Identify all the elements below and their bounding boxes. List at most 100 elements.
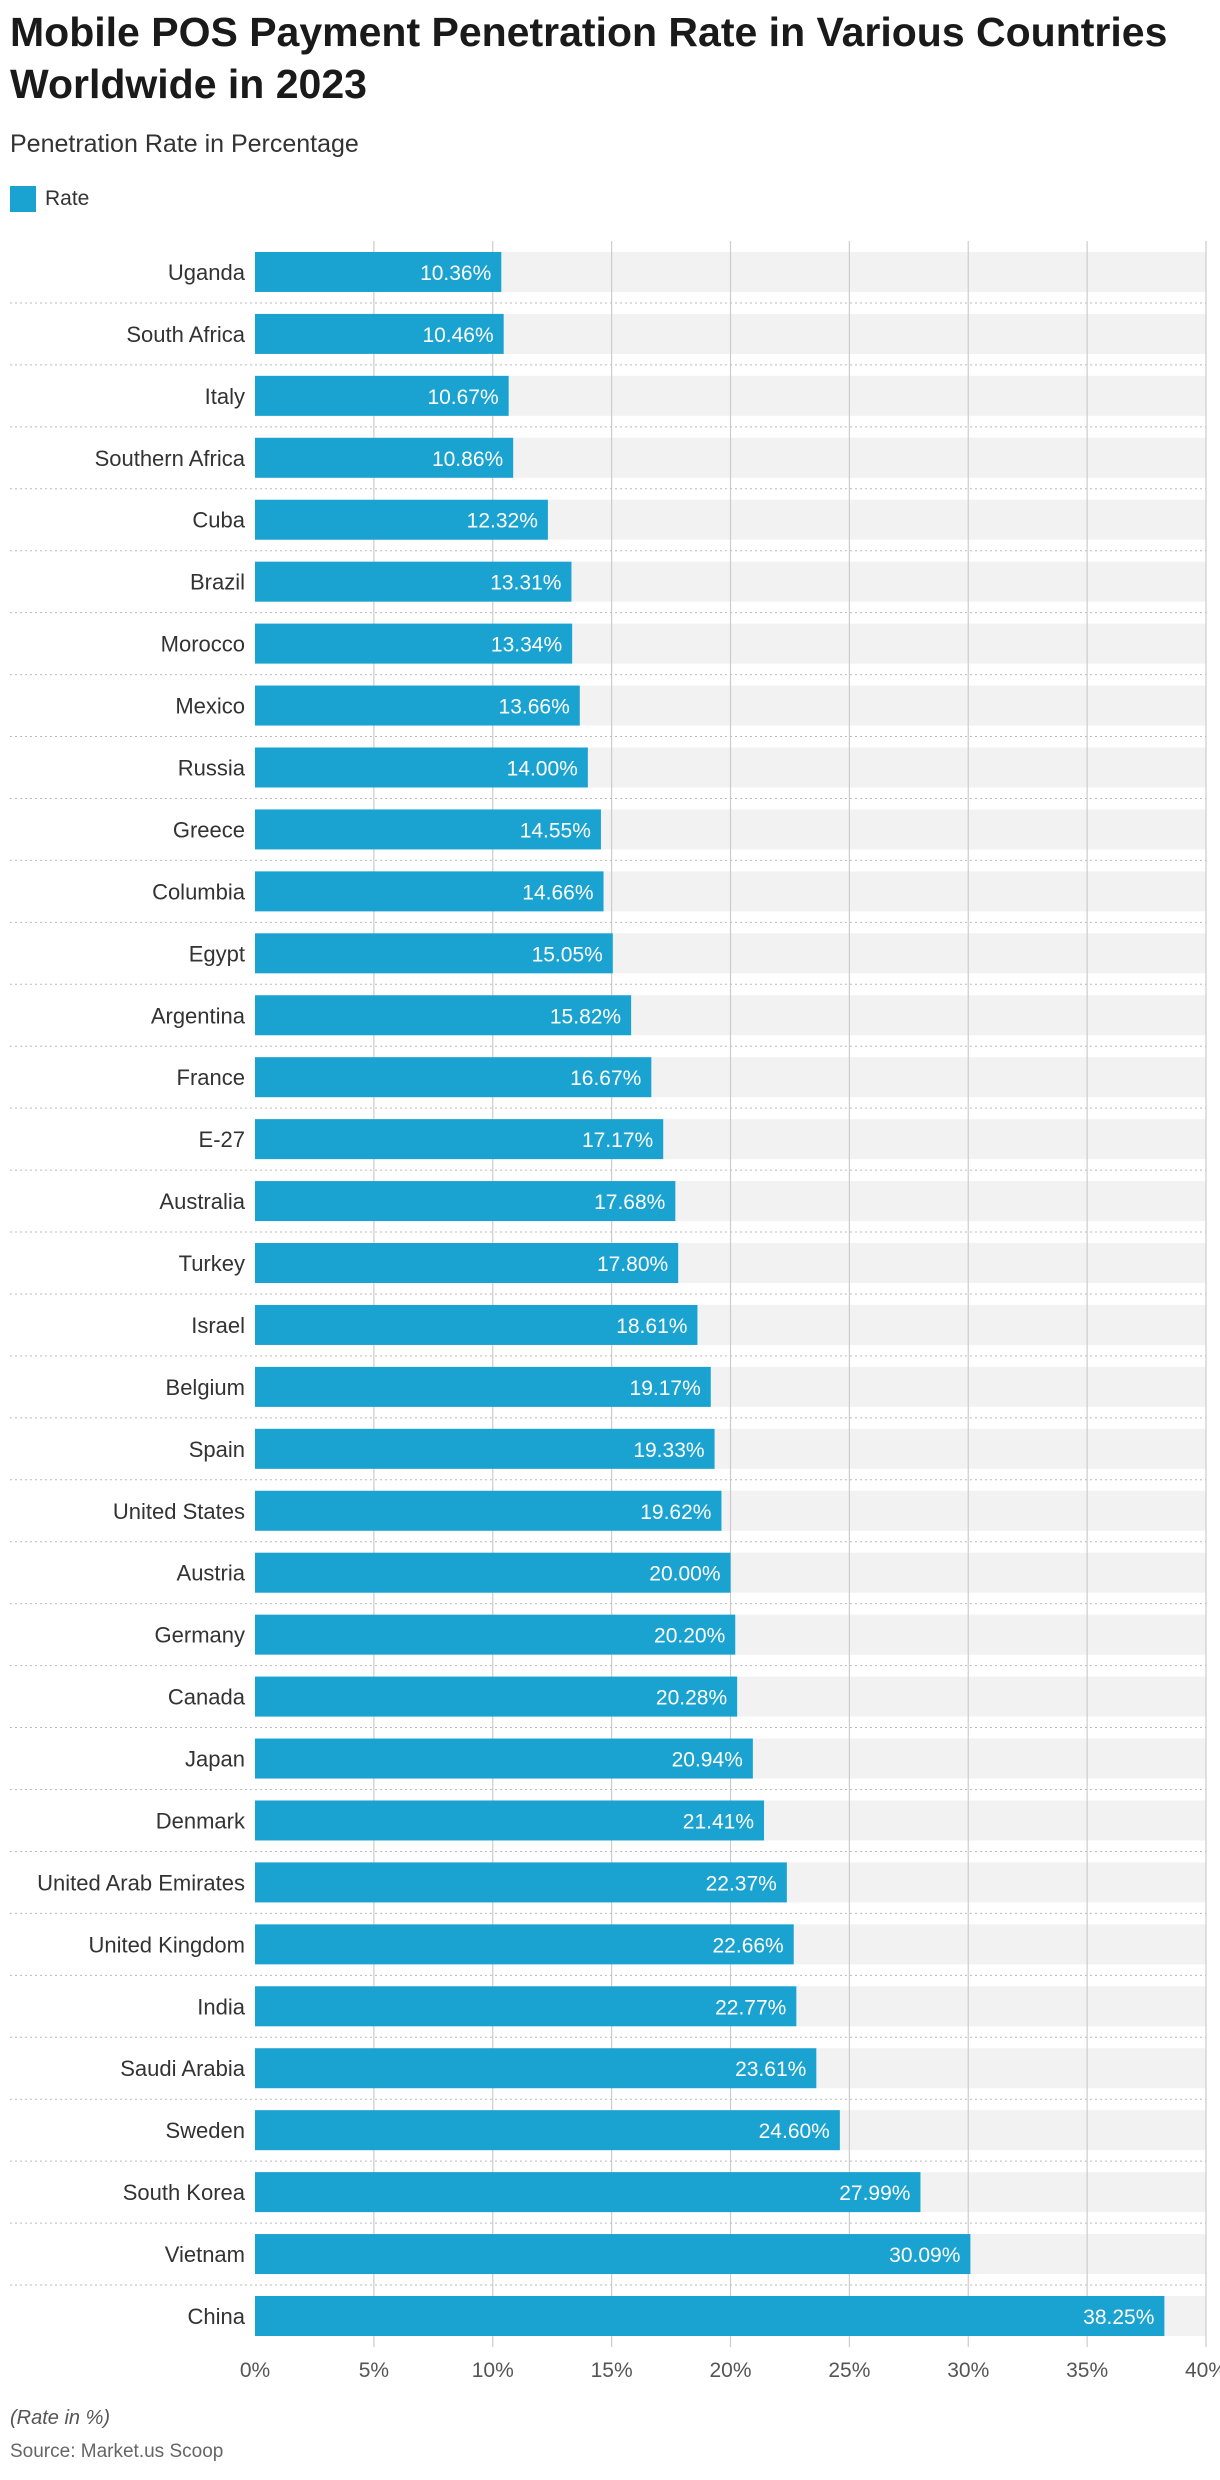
category-label: United Kingdom [88,1932,245,1957]
category-label: Spain [189,1437,245,1462]
legend: Rate [10,186,89,212]
x-tick-label: 0% [240,2359,270,2382]
category-label: Cuba [192,508,245,533]
bar [255,251,502,292]
category-label: Denmark [156,1808,246,1833]
bar [255,1304,698,1345]
category-label: South Korea [123,2180,246,2205]
category-label: Australia [159,1189,245,1214]
bar [255,1924,794,1965]
x-tick-label: 40% [1185,2359,1220,2382]
value-label: 20.20% [654,1625,725,1648]
value-label: 14.55% [520,819,591,842]
bar [255,1800,765,1841]
category-label: Southern Africa [95,446,246,471]
bar [255,1490,722,1531]
bar [255,933,613,974]
x-axis-tick-labels: 0% 5% 10% 15% 20% 25% 30% 35% 40% [240,2359,1220,2382]
value-labels: 10.36% 10.46% 10.67% 10.86% 12.32% 13.31% 13.3… [420,262,1154,2329]
category-label: Turkey [179,1251,245,1276]
value-label: 17.68% [594,1191,665,1214]
bars [255,251,1165,2336]
bar [255,1057,652,1098]
bar [255,2048,817,2089]
value-label: 15.05% [532,943,603,966]
bar [255,1119,664,1160]
category-labels: Uganda South Africa Italy Southern Africa Cu… [37,260,246,2329]
category-label: Sweden [165,2118,245,2143]
category-label: Argentina [151,1003,246,1028]
bar [255,1552,731,1593]
bar [255,1676,738,1717]
value-label: 10.86% [432,448,503,471]
value-label: 14.00% [507,757,578,780]
category-label: E-27 [199,1127,245,1152]
value-label: 16.67% [570,1067,641,1090]
bar [255,1243,679,1284]
value-label: 12.32% [467,510,538,533]
row-separators [10,302,1206,2286]
x-tick-label: 25% [828,2359,870,2382]
bar [255,375,509,416]
category-label: Italy [205,384,245,409]
bar [255,685,580,726]
category-label: Russia [178,755,246,780]
value-label: 27.99% [839,2182,910,2205]
category-label: South Africa [126,322,245,347]
category-label: Austria [177,1561,246,1586]
value-label: 21.41% [683,1810,754,1833]
bar [255,2172,921,2213]
value-label: 19.62% [640,1501,711,1524]
category-label: Germany [155,1623,245,1648]
bar [255,1428,715,1469]
legend-label: Rate [45,187,90,210]
x-tick-label: 15% [591,2359,633,2382]
value-label: 10.46% [422,324,493,347]
x-tick-label: 30% [947,2359,989,2382]
rate-note: (Rate in %) [10,2407,111,2429]
value-label: 30.09% [889,2244,960,2267]
bar [255,747,588,788]
bar [255,2110,840,2151]
category-label: Saudi Arabia [120,2056,246,2081]
category-label: United States [113,1499,245,1524]
category-label: India [197,1994,245,2019]
value-label: 20.28% [656,1687,727,1710]
value-label: 13.66% [499,696,570,719]
category-label: Canada [168,1685,246,1710]
value-label: 10.67% [427,386,498,409]
source-note: Source: Market.us Scoop [10,2441,224,2462]
bar [255,871,604,912]
value-label: 18.61% [616,1315,687,1338]
bar [255,1862,787,1903]
value-label: 17.17% [582,1129,653,1152]
x-tick-label: 10% [472,2359,514,2382]
category-label: Belgium [166,1375,245,1400]
bar [255,437,514,478]
value-label: 38.25% [1083,2306,1154,2329]
x-tick-label: 5% [359,2359,389,2382]
value-label: 10.36% [420,262,491,285]
category-label: Japan [185,1747,245,1772]
category-label: Vietnam [165,2242,245,2267]
value-label: 13.34% [491,634,562,657]
value-label: 22.66% [713,1934,784,1957]
bar [255,313,504,354]
category-label: Greece [173,817,245,842]
chart-subtitle: Penetration Rate in Percentage [10,130,359,158]
value-label: 20.94% [672,1749,743,1772]
bar [255,499,548,540]
bar-chart: Uganda South Africa Italy Southern Africa Cu… [10,241,1220,2382]
value-label: 17.80% [597,1253,668,1276]
value-label: 19.17% [630,1377,701,1400]
category-label: Brazil [190,570,245,595]
category-label: Mexico [175,694,245,719]
category-label: Morocco [161,632,245,657]
bar [255,995,632,1036]
bar [255,2295,1165,2336]
category-label: Uganda [168,260,246,285]
bar [255,623,573,664]
bar [255,1366,711,1407]
bar [255,1181,676,1222]
value-label: 23.61% [735,2058,806,2081]
